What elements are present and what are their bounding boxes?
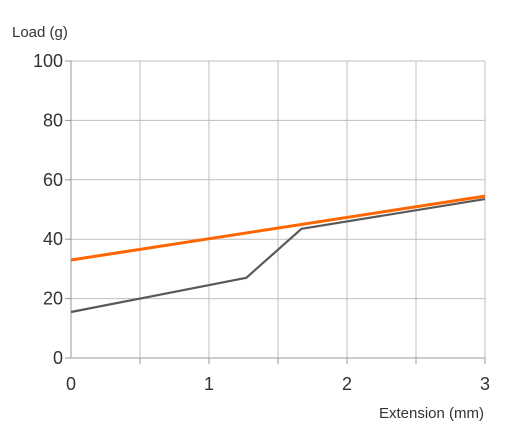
y-tick-label: 40 [43, 229, 63, 249]
y-tick-label: 60 [43, 170, 63, 190]
x-tick-label: 3 [480, 374, 490, 394]
x-axis-label: Extension (mm) [379, 405, 484, 422]
y-tick-label: 80 [43, 110, 63, 130]
y-axis-label: Load (g) [12, 24, 68, 41]
grid [71, 60, 486, 358]
x-tick-label: 0 [66, 374, 76, 394]
tick-labels: 0 20 40 60 80 100 0 1 2 3 [33, 51, 490, 394]
axes [65, 60, 486, 364]
y-tick-label: 0 [53, 348, 63, 368]
y-tick-label: 100 [33, 51, 63, 71]
x-tick-label: 2 [342, 374, 352, 394]
series-lines [70, 194, 486, 314]
series-line-1 [70, 198, 486, 314]
x-tick-label: 1 [204, 374, 214, 394]
series-line-2 [70, 194, 486, 262]
y-tick-label: 20 [43, 289, 63, 309]
